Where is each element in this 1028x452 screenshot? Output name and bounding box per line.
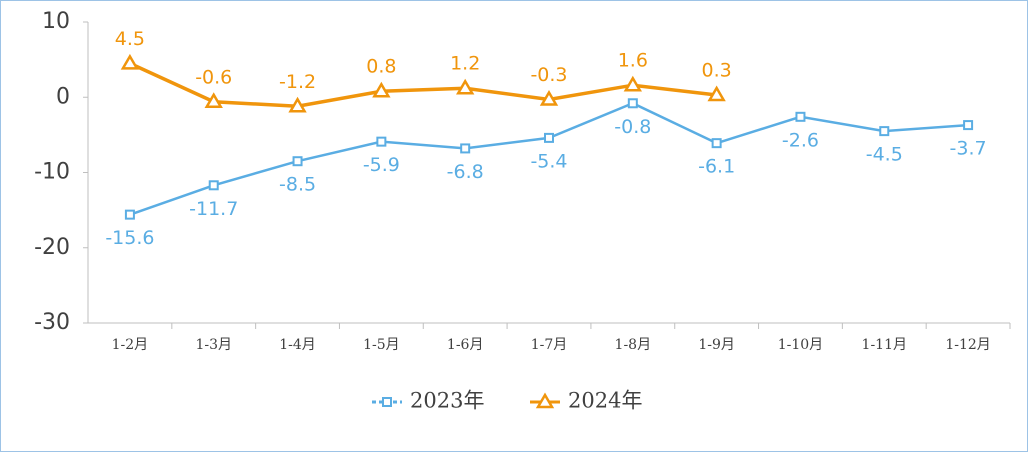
data-label: -8.5 (279, 174, 316, 196)
data-label: 4.5 (115, 28, 145, 50)
y-tick-label: -20 (34, 235, 70, 260)
y-tick-label: -10 (34, 160, 70, 185)
data-label: -6.8 (447, 161, 484, 183)
x-tick-label: 1-10月 (778, 337, 823, 353)
data-label: -4.5 (866, 144, 903, 166)
x-tick-label: 1-4月 (279, 337, 316, 353)
data-label: -5.4 (530, 150, 567, 172)
x-tick-label: 1-11月 (862, 337, 907, 353)
series: -15.6 -11.7 -8.5 -5.9 -6.8 -5.4 -0.8 -6.1 -2.6 -4… (105, 98, 987, 249)
data-label: -0.3 (530, 64, 567, 86)
data-label: -2.6 (782, 129, 819, 151)
data-label: -0.8 (614, 116, 651, 138)
data-label: -15.6 (105, 227, 154, 249)
marker (707, 85, 726, 102)
marker (292, 156, 303, 167)
marker (535, 392, 555, 409)
marker (456, 78, 475, 95)
legend-label: 2024年 (568, 389, 642, 413)
marker (544, 132, 554, 143)
marker (795, 111, 806, 122)
x-tick-label: 1-12月 (945, 337, 990, 353)
marker (963, 120, 974, 131)
x-tick-label: 1-5月 (363, 337, 400, 353)
data-label: 1.2 (450, 53, 480, 75)
data-label: 1.6 (618, 50, 648, 72)
marker (460, 143, 471, 154)
marker (879, 126, 890, 137)
data-label: -6.1 (698, 156, 735, 178)
data-label: -1.2 (279, 71, 316, 93)
x-tick-label: 1-6月 (447, 337, 484, 353)
y-tick-label: -30 (34, 310, 70, 335)
marker (627, 98, 638, 109)
data-label: -11.7 (189, 198, 238, 220)
marker (120, 53, 140, 70)
marker (288, 96, 307, 113)
y-tick-label: 10 (42, 9, 70, 34)
marker (711, 138, 722, 149)
y-tick-label: 0 (56, 84, 70, 109)
series: 4.5 -0.6 -1.2 0.8 1.2 -0.3 1.6 0.3 (115, 28, 732, 113)
marker (539, 90, 559, 106)
data-label: 0.3 (702, 59, 732, 81)
marker (382, 397, 392, 407)
data-label: -0.6 (195, 66, 232, 88)
marker (124, 209, 135, 220)
series-line (129, 61, 717, 109)
data-label: -3.7 (950, 138, 987, 160)
marker (208, 180, 219, 191)
x-tick-label: 1-7月 (531, 337, 568, 353)
x-tick-label: 1-9月 (698, 337, 735, 353)
marker (204, 92, 223, 109)
data-label: 0.8 (366, 56, 396, 78)
marker (623, 75, 642, 92)
x-tick-label: 1-3月 (195, 337, 232, 353)
marker (376, 136, 387, 147)
x-tick-label: 1-8月 (615, 337, 652, 353)
data-label: -5.9 (363, 154, 400, 176)
legend-label: 2023年 (410, 389, 484, 413)
x-tick-label: 1-2月 (112, 337, 149, 353)
marker (372, 81, 391, 98)
